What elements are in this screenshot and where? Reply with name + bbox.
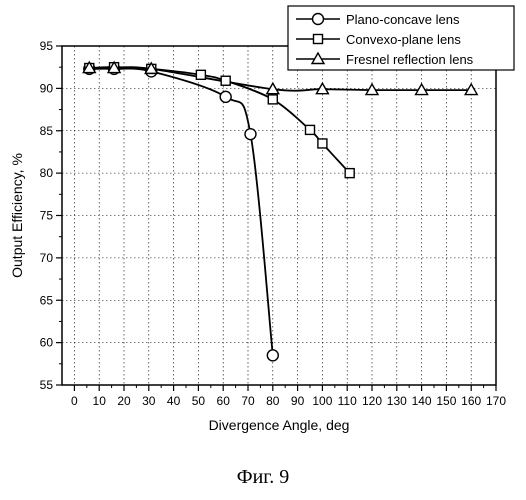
y-tick-label: 70 [40,251,54,265]
chart: 0 10 20 30 40 50 60 70 80 90 100 110 120 130 140 150 160… [0,0,526,460]
x-tick-label: 80 [266,394,280,408]
x-tick-label: 130 [387,394,407,408]
data-point-square [318,139,327,148]
x-tick-label: 150 [436,394,456,408]
y-tick-label: 60 [40,336,54,350]
figure-caption: Фиг. 9 [0,466,526,489]
x-tick-label: 140 [412,394,432,408]
y-axis-title: Output Efficiency, % [9,153,25,278]
x-tick-label: 170 [486,394,506,408]
data-point-circle [245,129,256,140]
x-axis-title: Divergence Angle, deg [209,417,350,433]
series-line-circle [89,69,272,356]
data-point-square [345,169,354,178]
data-point-square [221,76,230,85]
x-tick-label: 0 [71,394,78,408]
x-tick-label: 70 [241,394,255,408]
markers [83,62,477,361]
x-tick-label: 90 [291,394,305,408]
y-tick-label: 75 [40,209,54,223]
legend-marker-square [314,35,323,44]
curves [89,67,471,355]
legend-label: Fresnel reflection lens [346,52,474,67]
y-tick-label: 65 [40,293,54,307]
grid [62,46,496,385]
data-point-circle [267,350,278,361]
y-tick-label: 90 [40,81,54,95]
legend-label: Convexo-plane lens [346,32,461,47]
data-point-square [268,95,277,104]
x-tick-label: 10 [93,394,107,408]
series-line-square [89,67,349,173]
x-tick-label: 60 [217,394,231,408]
data-point-square [196,70,205,79]
legend-label: Plano-concave lens [346,12,460,27]
x-tick-label: 160 [461,394,481,408]
x-tick-label: 120 [362,394,382,408]
legend: Plano-concave lens Convexo-plane lens Fres… [288,6,514,70]
x-tick-label: 110 [338,394,357,408]
x-tick-label: 100 [312,394,332,408]
x-tick-label: 50 [192,394,206,408]
x-tick-label: 20 [117,394,131,408]
data-point-circle [220,91,231,102]
data-point-square [306,125,315,134]
y-tick-label: 80 [40,166,54,180]
y-tick-label: 85 [40,124,54,138]
y-tick-label: 95 [40,39,54,53]
legend-marker-circle [313,14,324,25]
x-tick-label: 30 [142,394,156,408]
x-tick-label: 40 [167,394,181,408]
y-tick-label: 55 [40,378,54,392]
